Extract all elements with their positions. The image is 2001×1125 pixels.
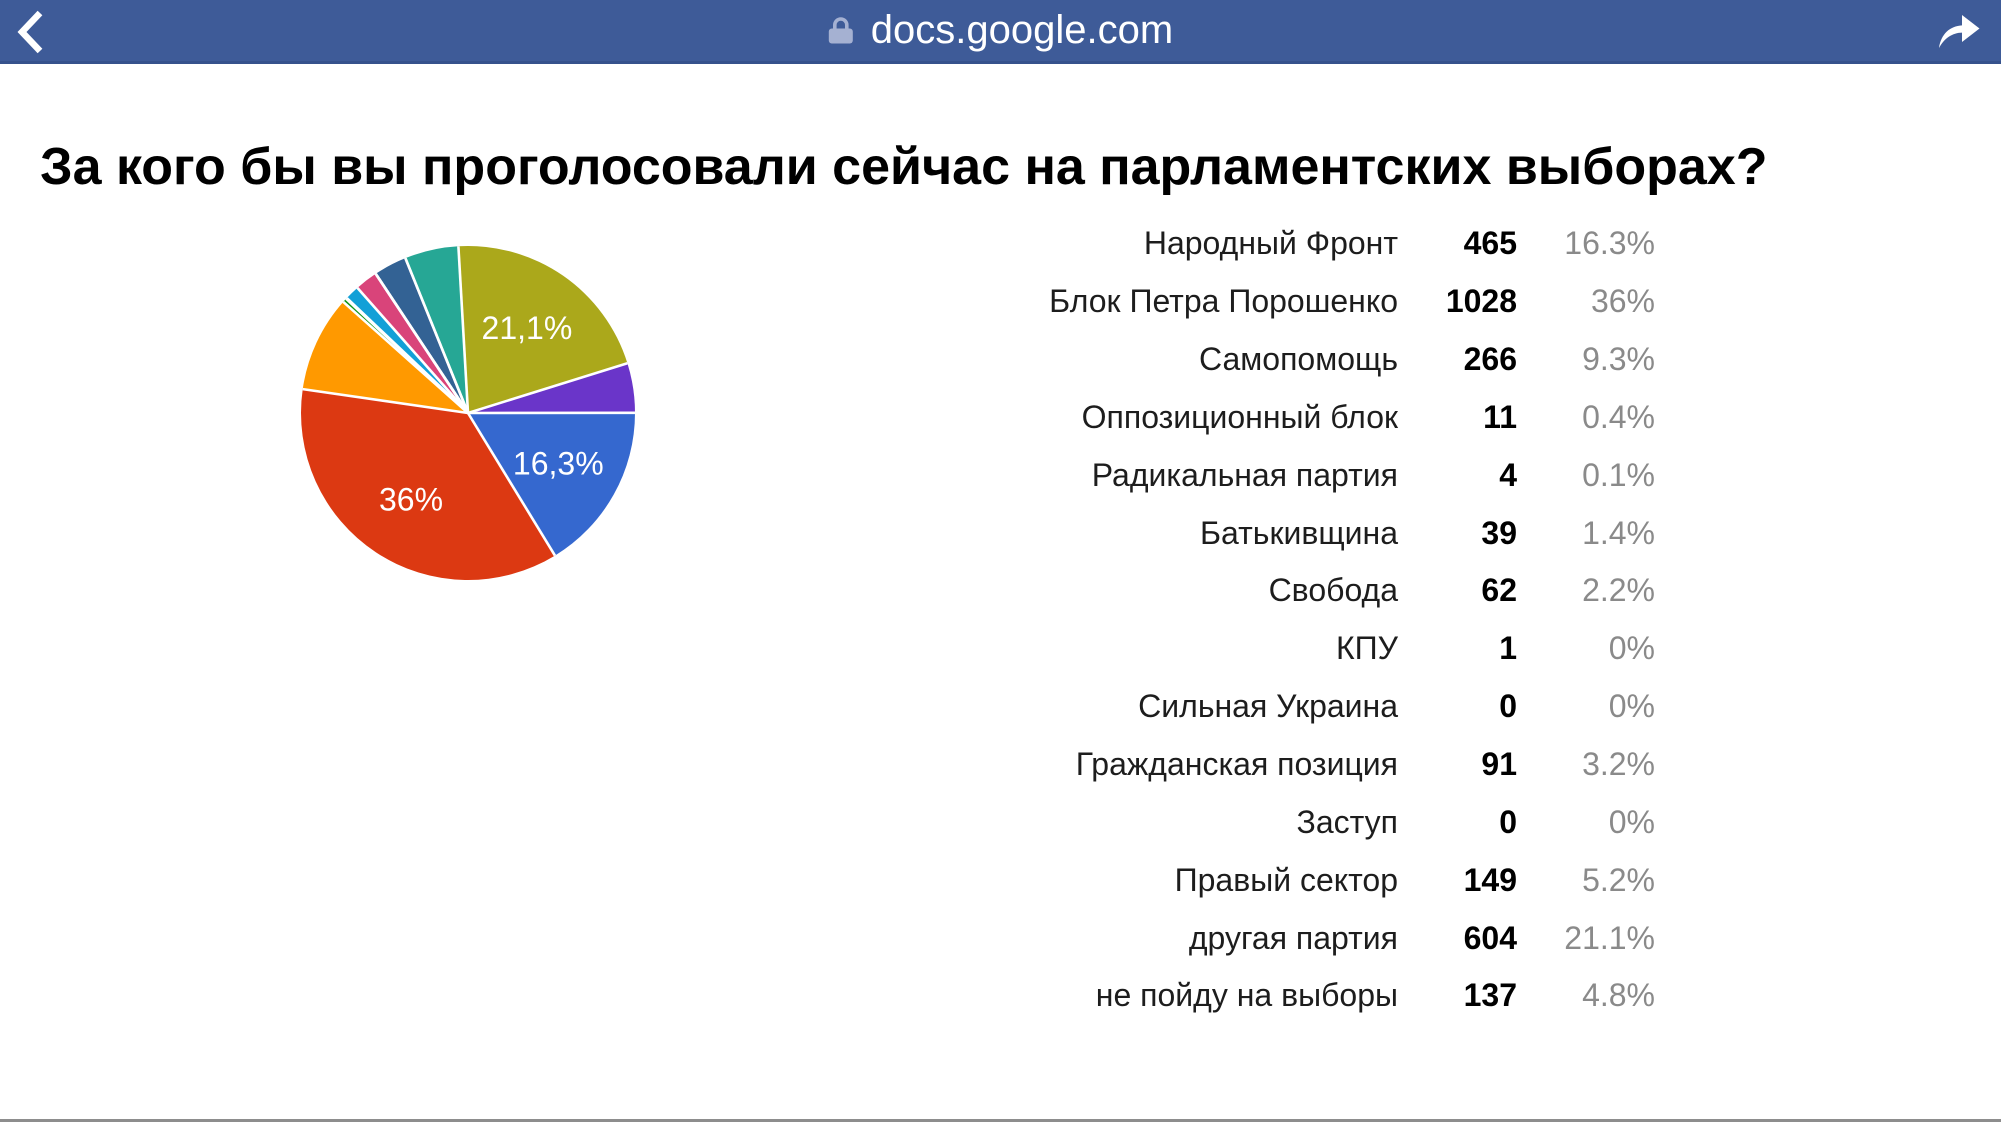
party-name: КПУ — [1336, 630, 1398, 667]
vote-percent: 0.1% — [1582, 456, 1655, 493]
party-name: Блок Петра Порошенко — [1049, 283, 1398, 320]
result-row: Самопомощь 266 9.3% — [700, 331, 1655, 389]
pie-chart-svg: 21,1% 16,3% 36% — [301, 246, 636, 580]
pie-slice-5 — [302, 301, 468, 413]
party-name: Батькивщина — [1200, 514, 1398, 551]
party-name: Народный Фронт — [1143, 225, 1398, 262]
vote-percent: 2.2% — [1582, 572, 1655, 609]
vote-percent: 3.2% — [1582, 746, 1655, 783]
pie-slice-3 — [468, 412, 636, 556]
vote-count: 39 — [1481, 514, 1517, 551]
vote-percent: 5.2% — [1582, 861, 1655, 898]
pie-slice-separator — [356, 286, 469, 414]
party-name: Оппозиционный блок — [1081, 398, 1398, 435]
result-row: Свобода 62 2.2% — [700, 562, 1655, 620]
pie-slice-separator — [404, 257, 470, 414]
pie-slice-separator — [457, 246, 470, 414]
result-row: Батькивщина 39 1.4% — [700, 504, 1655, 562]
party-name: Радикальная партия — [1091, 456, 1398, 493]
party-name: другая партия — [1188, 919, 1398, 956]
vote-count: 0 — [1499, 803, 1517, 840]
party-name: Заступ — [1296, 803, 1398, 840]
vote-count: 1 — [1499, 630, 1517, 667]
vote-percent: 16.3% — [1564, 225, 1655, 262]
vote-percent: 1.4% — [1582, 514, 1655, 551]
pie-slice-label: 36% — [379, 481, 443, 517]
result-row: Радикальная партия 4 0.1% — [700, 446, 1655, 504]
result-row: Гражданская позиция 91 3.2% — [700, 736, 1655, 794]
page-title: За кого бы вы проголосовали сейчас на па… — [40, 138, 1768, 196]
lock-icon — [828, 17, 853, 44]
vote-percent: 0% — [1608, 803, 1655, 840]
vote-percent: 0% — [1608, 688, 1655, 725]
pie-slice-separator — [345, 297, 469, 414]
pie-slice-12 — [375, 258, 468, 413]
vote-count: 149 — [1463, 861, 1517, 898]
result-row: Народный Фронт 465 16.3% — [700, 215, 1655, 273]
party-name: Сильная Украина — [1138, 688, 1398, 725]
back-chevron-icon — [17, 10, 43, 54]
vote-count: 0 — [1499, 688, 1517, 725]
back-button[interactable] — [17, 10, 45, 54]
bottom-toolbar-divider — [0, 1119, 2001, 1122]
pie-slice-separator — [467, 361, 628, 415]
result-row: Заступ 0 0% — [700, 793, 1655, 851]
pie-chart: 21,1% 16,3% 36% — [300, 245, 636, 581]
pie-slice-separator — [374, 273, 470, 414]
url-text: docs.google.com — [870, 8, 1174, 52]
vote-count: 137 — [1463, 977, 1517, 1014]
result-row: Сильная Украина 0 0% — [700, 678, 1655, 736]
vote-count: 465 — [1463, 225, 1517, 262]
vote-percent: 21.1% — [1564, 919, 1655, 956]
vote-count: 62 — [1481, 572, 1517, 609]
vote-percent: 9.3% — [1582, 341, 1655, 378]
result-row: КПУ 1 0% — [700, 620, 1655, 678]
vote-count: 91 — [1481, 746, 1517, 783]
vote-count: 11 — [1483, 398, 1517, 435]
vote-percent: 0.4% — [1582, 398, 1655, 435]
result-row: не пойду на выборы 137 4.8% — [700, 967, 1655, 1025]
share-button[interactable] — [1936, 13, 1982, 51]
vote-count: 266 — [1463, 341, 1517, 378]
vote-count: 604 — [1463, 919, 1517, 956]
browser-topbar: docs.google.com — [0, 0, 2001, 64]
vote-percent: 4.8% — [1582, 977, 1655, 1014]
party-name: Свобода — [1268, 572, 1398, 609]
pie-slice-8 — [346, 287, 468, 413]
vote-count: 4 — [1499, 456, 1517, 493]
result-row: Оппозиционный блок 11 0.4% — [700, 389, 1655, 447]
pie-slice-9 — [357, 273, 468, 413]
vote-percent: 36% — [1590, 283, 1655, 320]
result-row: другая партия 604 21.1% — [700, 909, 1655, 967]
pie-slice-4 — [301, 389, 555, 580]
pie-slice-separator — [466, 412, 557, 557]
pie-slice-label: 16,3% — [513, 446, 604, 482]
vote-percent: 0% — [1608, 630, 1655, 667]
pie-slice-separator — [302, 387, 469, 415]
url-display: docs.google.com — [828, 0, 1173, 61]
result-row: Блок Петра Порошенко 1028 36% — [700, 273, 1655, 331]
party-name: Гражданская позиция — [1075, 746, 1398, 783]
vote-count: 1028 — [1445, 283, 1517, 320]
result-row: Правый сектор 149 5.2% — [700, 851, 1655, 909]
share-forward-icon — [1939, 15, 1980, 48]
party-name: не пойду на выборы — [1095, 977, 1398, 1014]
results-table: Народный Фронт 465 16.3% Блок Петра Порошен… — [700, 215, 1655, 1025]
party-name: Самопомощь — [1199, 341, 1398, 378]
pie-slice-label: 21,1% — [482, 310, 573, 346]
party-name: Правый сектор — [1174, 861, 1398, 898]
pie-slice-1 — [458, 246, 628, 413]
